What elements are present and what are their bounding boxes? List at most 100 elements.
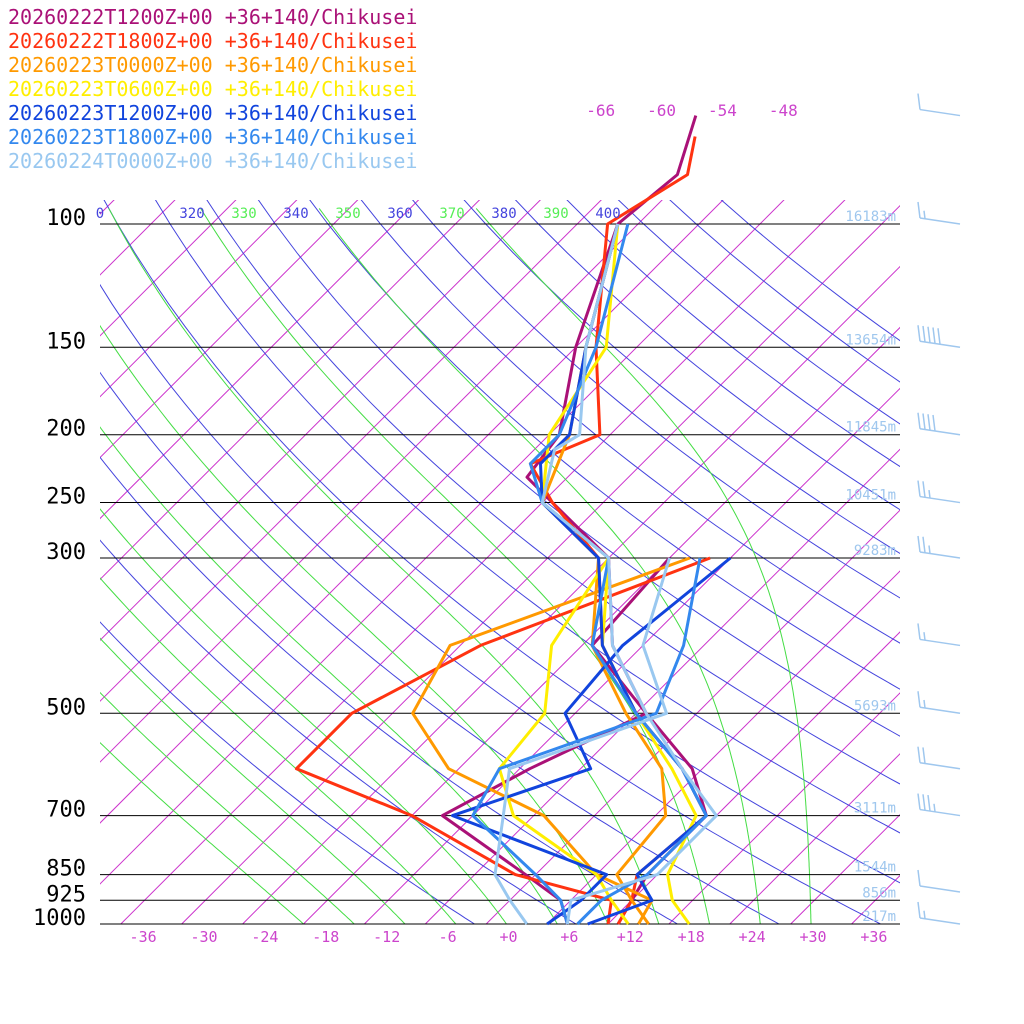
dry-adiabat-line [206,200,900,785]
dewpoint-profile-line [440,557,671,925]
dry-adiabat-line [257,200,900,737]
height-label: 13654m [845,332,896,348]
dewpoint-profile-line [411,556,691,925]
isotherm-line [100,200,298,398]
sounding-profiles [294,115,732,926]
wind-barb [917,412,961,436]
dry-adiabat-line [100,621,475,925]
height-label: 1544m [854,860,896,876]
wind-barbs [917,93,961,925]
isotherm-line [729,753,900,925]
wind-barb [917,325,961,349]
pressure-label: 500 [46,695,86,720]
temperature-tick-label: -6 [439,928,457,946]
wind-barb [917,691,961,715]
theta-label: 360 [387,206,412,222]
legend-entry: 20260222T1800Z+00 +36+140/Chikusei [8,29,417,53]
dewpoint-profile-line [294,556,711,925]
theta-label: 400 [595,206,620,222]
temperature-profile-line [528,223,708,926]
isotherm-line [100,200,420,520]
wind-barb [917,869,961,893]
legend-entry: 20260224T0000Z+00 +36+140/Chikusei [8,149,417,173]
moist-adiabat-line [475,208,812,924]
isotherm-label: -54 [708,101,737,120]
isotherm-line [913,192,1024,924]
height-label: 16183m [845,209,896,225]
dry-adiabat-line [514,200,900,511]
temperature-tick-label: +6 [560,928,578,946]
temperature-tick-label: +30 [799,928,826,946]
height-label: 9283m [854,543,896,559]
theta-label: 0 [96,206,104,222]
temperature-profile-line [539,223,708,926]
pressure-label: 925 [46,882,86,907]
wind-barb [917,901,961,925]
theta-label: 370 [439,206,464,222]
temperature-tick-label: +18 [678,928,705,946]
moist-adiabat-line [100,324,609,925]
temperature-profile-line [528,136,708,925]
wind-barb [917,746,961,770]
legend-entry: 20260222T1200Z+00 +36+140/Chikusei [8,5,417,29]
temperature-tick-label: -24 [251,928,278,946]
height-label: 856m [862,885,896,901]
wind-barb [917,480,961,504]
isotherm-label: -60 [647,101,676,120]
temperature-tick-label: -30 [190,928,217,946]
legend-entry: 20260223T0000Z+00 +36+140/Chikusei [8,53,417,77]
isotherm-line [546,570,900,925]
isotherm-label: -66 [586,101,615,120]
height-label: 11845m [845,420,896,436]
theta-label: 320 [179,206,204,222]
legend-entry: 20260223T0600Z+00 +36+140/Chikusei [8,77,417,101]
temperature-tick-label: -18 [312,928,339,946]
dewpoint-profile-line [471,557,702,925]
isotherm-line [100,200,359,459]
moist-adiabat-line [108,208,660,925]
pressure-label: 1000 [33,906,86,931]
isotherm-line [607,631,900,925]
pressure-label: 200 [46,417,86,442]
wind-barb [917,793,961,817]
temperature-tick-label: +36 [860,928,887,946]
dry-adiabat-line [154,200,900,834]
dry-adiabat-line [463,200,900,555]
pressure-label: 250 [46,485,86,510]
dry-adiabat-line [103,200,900,884]
pressure-label: 150 [46,329,86,354]
theta-label: 330 [231,206,256,222]
isobar-lines [100,223,900,925]
temperature-tick-label: -36 [130,928,157,946]
dry-adiabat-line [309,200,900,690]
dry-adiabat-line [360,200,900,644]
dry-adiabat-line [100,371,780,925]
dry-adiabat-line [100,456,678,925]
pressure-label: 300 [46,540,86,565]
isotherm-label: -48 [769,101,798,120]
wind-barb [917,623,961,647]
temperature-tick-label: +12 [617,928,644,946]
height-label: 217m [862,909,896,925]
theta-label: 390 [543,206,568,222]
pressure-label: 100 [46,206,86,231]
isotherm-line [668,692,900,925]
legend-entry: 20260223T1200Z+00 +36+140/Chikusei [8,101,417,125]
wind-barb [917,535,961,559]
temperature-tick-label: +24 [739,928,766,946]
temperature-profile-line [540,223,718,925]
pressure-label: 700 [46,798,86,823]
theta-label: 380 [491,206,516,222]
temperature-tick-label: +0 [499,928,517,946]
wind-barb [917,201,961,225]
dry-adiabat-line [100,283,881,925]
theta-label: 350 [335,206,360,222]
dry-adiabat-line [412,200,900,599]
pressure-label: 850 [46,857,86,882]
dewpoint-profile-line [493,557,671,925]
temperature-profile-line [540,223,698,925]
isotherm-line [100,200,237,337]
height-label: 5693m [854,698,896,714]
